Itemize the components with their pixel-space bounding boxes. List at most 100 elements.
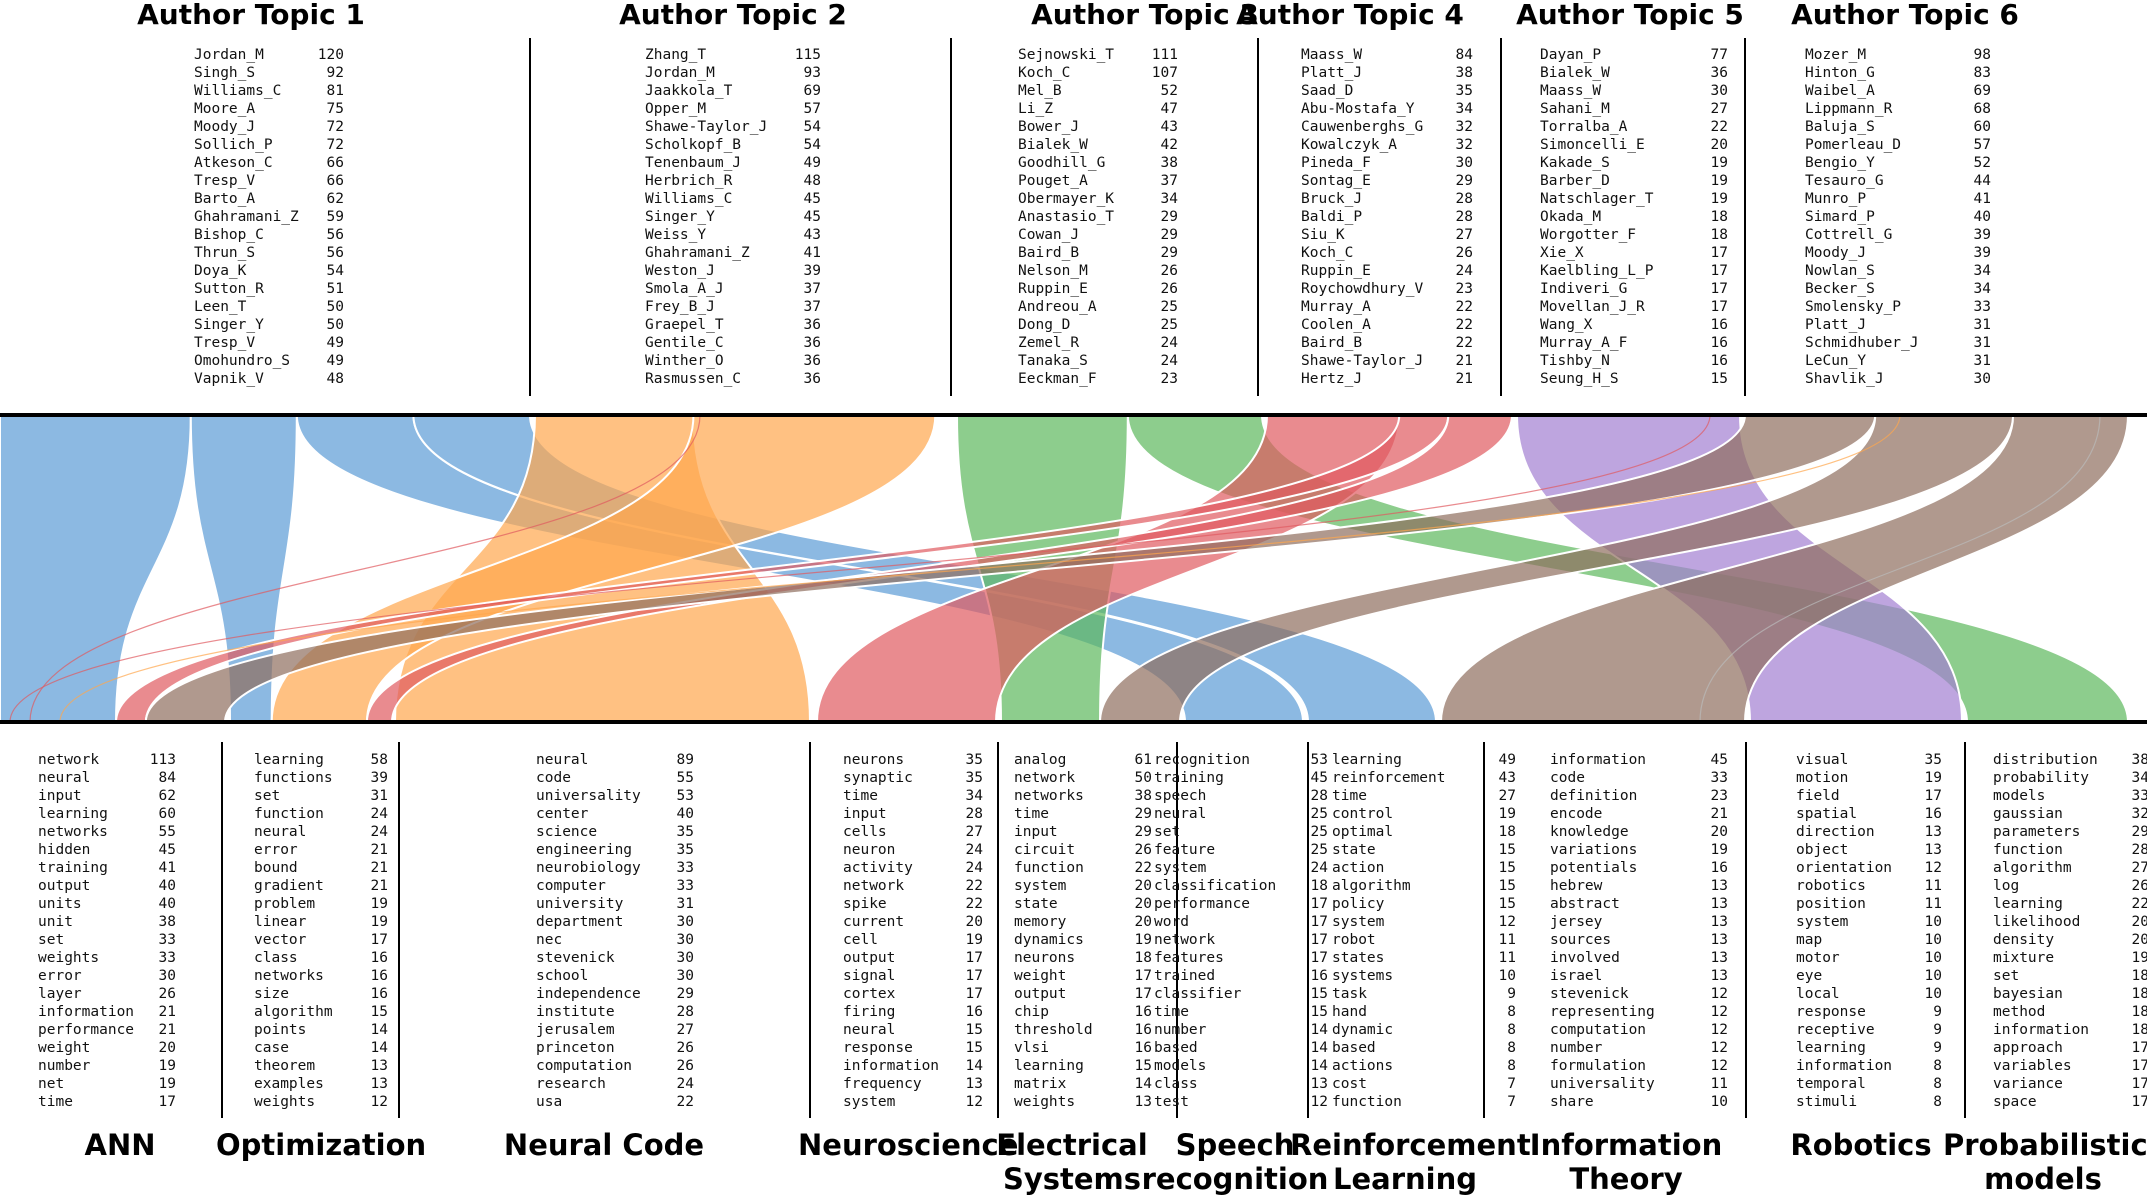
word-term: systems [1332,968,1394,984]
author-count: 59 [326,209,344,225]
author-count: 37 [803,299,821,315]
author-count: 28 [1455,191,1473,207]
author-count: 38 [1160,155,1178,171]
word-count: 11 [1924,896,1942,912]
author-topic-list: Mozer_M 98 Hinton_G 83 Waibel_A 69 Lippmann_R 6… [1805,46,1991,388]
author-count: 31 [1973,353,1991,369]
author-name: Sejnowski_T [1018,47,1115,63]
word-entry: states 11 [1332,949,1516,967]
author-count: 26 [1160,281,1178,297]
author-count: 16 [1710,317,1728,333]
word-term: vector [254,932,307,948]
author-count: 68 [1973,101,1991,117]
word-count: 17 [1310,914,1328,930]
author-count: 44 [1973,173,1991,189]
author-count: 43 [803,227,821,243]
word-term: synaptic [843,770,913,786]
word-term: response [1796,1004,1866,1020]
word-entry: system 12 [843,1093,983,1111]
author-name: Nelson_M [1018,263,1088,279]
author-entry: Munro_P 41 [1805,190,1991,208]
word-term: information [1796,1058,1893,1074]
word-entry: receptive 9 [1796,1021,1942,1039]
author-entry: Winther_O 36 [645,352,821,370]
author-entry: Maass_W 30 [1540,82,1728,100]
author-name: Ruppin_E [1301,263,1371,279]
word-entry: vlsi 16 [1014,1039,1152,1057]
word-count: 10 [1498,968,1516,984]
word-count: 7 [1507,1076,1516,1092]
word-term: circuit [1014,842,1076,858]
word-term: distribution [1993,752,2098,768]
word-count: 55 [158,824,176,840]
word-count: 18 [2131,1022,2147,1038]
author-name: Natschlager_T [1540,191,1654,207]
author-name: Torralba_A [1540,119,1628,135]
word-count: 30 [676,914,694,930]
word-entry: israel 13 [1550,967,1728,985]
word-term: hand [1332,1004,1367,1020]
word-count: 18 [2131,1004,2147,1020]
word-entry: networks 55 [38,823,176,841]
word-term: engineering [536,842,633,858]
word-entry: research 24 [536,1075,694,1093]
author-count: 43 [1160,119,1178,135]
author-name: Bialek_W [1018,137,1088,153]
author-name: Hinton_G [1805,65,1875,81]
word-entry: classifier 15 [1154,985,1328,1003]
word-count: 33 [2131,788,2147,804]
word-count: 39 [370,770,388,786]
word-entry: hand 8 [1332,1003,1516,1021]
word-term: algorithm [254,1004,333,1020]
word-term: weights [254,1094,316,1110]
word-count: 45 [158,842,176,858]
author-name: Pineda_F [1301,155,1371,171]
word-term: eye [1796,968,1823,984]
word-count: 17 [1134,986,1152,1002]
word-term: algorithm [1332,878,1411,894]
word-count: 15 [1498,842,1516,858]
author-entry: Zemel_R 24 [1018,334,1178,352]
author-count: 16 [1710,335,1728,351]
word-term: log [1993,878,2020,894]
word-term: independence [536,986,641,1002]
word-entry: dynamic 8 [1332,1021,1516,1039]
word-term: department [536,914,624,930]
word-term: optimal [1332,824,1394,840]
word-entry: number 19 [38,1057,176,1075]
author-name: Schmidhuber_J [1805,335,1919,351]
word-count: 34 [965,788,983,804]
word-term: usa [536,1094,563,1110]
word-entry: class 16 [254,949,388,967]
author-count: 50 [326,317,344,333]
word-term: time [1332,788,1367,804]
author-entry: Sahani_M 27 [1540,100,1728,118]
author-count: 22 [1455,299,1473,315]
word-term: cell [843,932,878,948]
word-term: neural [38,770,91,786]
word-term: network [843,878,905,894]
word-count: 33 [676,878,694,894]
word-topic-label: Information Theory [1529,1128,1723,1196]
author-name: Worgotter_F [1540,227,1637,243]
word-count: 30 [158,968,176,984]
author-name: Shawe-Taylor_J [645,119,768,135]
author-entry: Movellan_J_R 17 [1540,298,1728,316]
word-count: 17 [370,932,388,948]
word-entry: motion 19 [1796,769,1942,787]
word-term: net [38,1076,65,1092]
author-entry: Tenenbaum_J 49 [645,154,821,172]
word-count: 15 [1310,986,1328,1002]
word-entry: networks 16 [254,967,388,985]
word-count: 16 [1710,860,1728,876]
word-count: 53 [676,788,694,804]
author-entry: Hinton_G 83 [1805,64,1991,82]
author-entry: Baldi_P 28 [1301,208,1473,226]
word-count: 33 [676,860,694,876]
word-entry: weights 33 [38,949,176,967]
flow-strand [9,414,1711,723]
word-count: 29 [2131,824,2147,840]
word-entry: stimuli 8 [1796,1093,1942,1111]
word-term: based [1154,1040,1198,1056]
word-term: neural [254,824,307,840]
